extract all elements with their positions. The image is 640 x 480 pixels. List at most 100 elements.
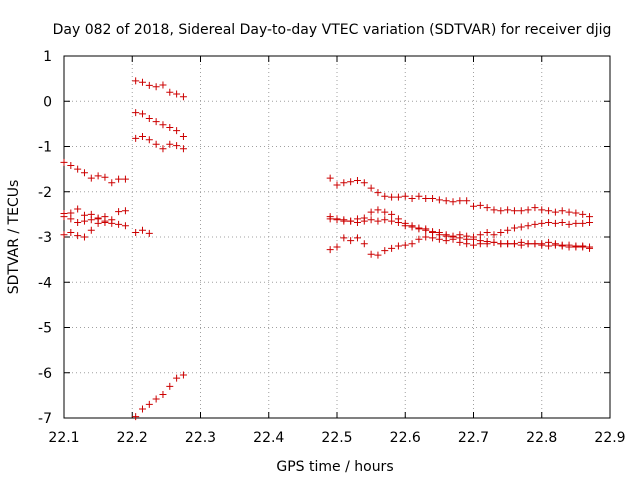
data-point-s10 (381, 192, 389, 200)
data-point-s12 (360, 217, 368, 225)
y-tick-label: 0 (43, 94, 52, 110)
data-point-s3 (108, 219, 116, 227)
data-point-s4 (60, 231, 68, 239)
data-point-s10 (340, 179, 348, 187)
data-point-s13 (551, 241, 559, 249)
data-point-s13 (449, 235, 457, 243)
data-point-s12 (558, 219, 566, 227)
data-point-s10 (586, 213, 594, 221)
data-point-s10 (463, 197, 471, 205)
data-point-s13 (415, 235, 423, 243)
data-point-s6 (138, 110, 146, 118)
data-point-s10 (367, 184, 375, 192)
data-point-s10 (401, 192, 409, 200)
data-point-s6 (145, 114, 153, 122)
data-point-s11 (381, 208, 389, 216)
data-point-s13 (340, 234, 348, 242)
data-point-s13 (333, 243, 341, 251)
x-axis-label: GPS time / hours (276, 459, 393, 475)
data-point-s4 (94, 219, 102, 227)
data-point-s3 (60, 213, 68, 221)
data-point-s9 (152, 395, 160, 403)
data-point-s1 (121, 175, 129, 183)
data-point-s7 (179, 145, 187, 153)
data-point-s10 (572, 209, 580, 217)
x-tick-label: 22.9 (594, 430, 625, 446)
data-point-s13 (456, 238, 464, 246)
data-point-s10 (422, 195, 430, 203)
data-point-s1 (94, 172, 102, 180)
data-point-s5 (138, 78, 146, 86)
data-point-s12 (551, 219, 559, 227)
data-point-s1 (80, 169, 88, 177)
data-point-s13 (565, 243, 573, 251)
data-point-s12 (374, 217, 382, 225)
data-point-s5 (179, 93, 187, 101)
data-point-s13 (435, 235, 443, 243)
data-point-s13 (538, 241, 546, 249)
data-point-s1 (74, 165, 82, 173)
data-point-s1 (87, 174, 95, 182)
x-tick-label: 22.1 (48, 430, 79, 446)
data-point-s12 (353, 219, 361, 227)
grid-lines (64, 56, 610, 418)
data-point-s5 (152, 83, 160, 91)
data-point-s13 (579, 243, 587, 251)
data-point-s4 (80, 233, 88, 241)
data-point-s13 (401, 241, 409, 249)
data-point-s8 (132, 228, 140, 236)
data-point-s10 (408, 195, 416, 203)
data-point-s10 (565, 208, 573, 216)
data-point-s12 (538, 219, 546, 227)
x-tick-label: 22.7 (458, 430, 489, 446)
data-point-s7 (138, 133, 146, 141)
data-point-s9 (132, 413, 140, 421)
data-point-s10 (538, 206, 546, 214)
data-point-s13 (463, 240, 471, 248)
data-point-s10 (476, 201, 484, 209)
y-axis-label: SDTVAR / TECUs (6, 180, 22, 295)
data-point-s8 (145, 229, 153, 237)
data-point-s12 (340, 217, 348, 225)
data-point-s13 (531, 240, 539, 248)
data-point-s10 (483, 204, 491, 212)
data-point-s3 (87, 216, 95, 224)
data-point-s12 (333, 216, 341, 224)
data-point-s13 (408, 240, 416, 248)
data-point-s10 (347, 178, 355, 186)
data-point-s10 (449, 198, 457, 206)
data-point-s10 (524, 206, 532, 214)
data-point-s13 (367, 250, 375, 258)
data-point-s6 (132, 109, 140, 117)
data-point-s4 (74, 232, 82, 240)
data-point-s4 (101, 217, 109, 225)
data-point-s10 (510, 207, 518, 215)
data-point-s3 (115, 220, 123, 228)
data-point-s1 (115, 175, 123, 183)
data-point-s13 (558, 242, 566, 250)
data-point-s13 (504, 240, 512, 248)
data-point-s7 (145, 136, 153, 144)
data-point-s12 (401, 222, 409, 230)
data-point-s12 (517, 223, 525, 231)
data-point-s2 (121, 207, 129, 215)
data-point-s1 (108, 179, 116, 187)
data-point-s10 (435, 196, 443, 204)
data-point-s10 (551, 208, 559, 216)
data-point-s13 (388, 244, 396, 252)
data-point-s12 (415, 224, 423, 232)
data-point-s8 (138, 226, 146, 234)
data-point-s12 (510, 224, 518, 232)
data-point-s13 (470, 241, 477, 249)
data-point-s9 (145, 400, 153, 408)
data-point-s13 (490, 238, 498, 246)
data-point-s12 (545, 219, 553, 227)
data-point-s12 (476, 231, 484, 239)
data-point-s13 (442, 237, 450, 245)
data-point-s12 (442, 231, 450, 239)
data-point-s10 (504, 206, 512, 214)
data-point-s6 (166, 123, 174, 131)
data-point-s10 (497, 207, 505, 215)
data-point-s10 (545, 207, 553, 215)
